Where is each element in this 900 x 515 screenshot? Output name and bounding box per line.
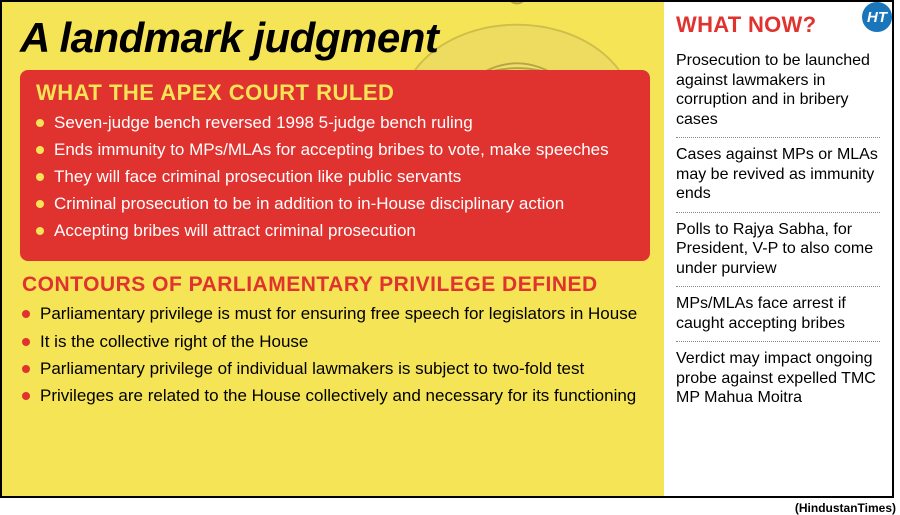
apex-court-ruled-box: WHAT THE APEX COURT RULED Seven-judge be… — [20, 70, 650, 261]
ht-logo-badge: HT — [860, 0, 894, 34]
ruled-item: Ends immunity to MPs/MLAs for accepting … — [36, 139, 634, 161]
ruled-item: They will face criminal prosecution like… — [36, 166, 634, 188]
main-column: A landmark judgment WHAT THE APEX COURT … — [2, 2, 664, 496]
contours-item: Parliamentary privilege of individual la… — [22, 358, 648, 380]
what-now-item: Cases against MPs or MLAs may be revived… — [676, 138, 880, 213]
contours-item: It is the collective right of the House — [22, 331, 648, 353]
what-now-item: Prosecution to be launched against lawma… — [676, 44, 880, 138]
infographic-frame: HT A landmark judgment WHAT THE APEX COU… — [0, 0, 894, 498]
what-now-sidebar: WHAT NOW? Prosecution to be launched aga… — [664, 2, 892, 496]
what-now-item: Verdict may impact ongoing probe against… — [676, 342, 880, 416]
contours-item: Privileges are related to the House coll… — [22, 385, 648, 407]
ruled-item: Accepting bribes will attract criminal p… — [36, 220, 634, 242]
what-now-title: WHAT NOW? — [676, 12, 880, 38]
what-now-item: Polls to Rajya Sabha, for President, V-P… — [676, 213, 880, 288]
ruled-title: WHAT THE APEX COURT RULED — [36, 80, 634, 106]
ruled-item: Seven-judge bench reversed 1998 5-judge … — [36, 112, 634, 134]
contours-item: Parliamentary privilege is must for ensu… — [22, 303, 648, 325]
source-credit: (HindustanTimes) — [795, 501, 896, 515]
ruled-list: Seven-judge bench reversed 1998 5-judge … — [36, 112, 634, 242]
contours-section: CONTOURS OF PARLIAMENTARY PRIVILEGE DEFI… — [20, 271, 650, 406]
headline: A landmark judgment — [20, 14, 650, 62]
ruled-item: Criminal prosecution to be in addition t… — [36, 193, 634, 215]
what-now-item: MPs/MLAs face arrest if caught accepting… — [676, 287, 880, 342]
contours-list: Parliamentary privilege is must for ensu… — [22, 303, 648, 406]
contours-title: CONTOURS OF PARLIAMENTARY PRIVILEGE DEFI… — [22, 273, 648, 297]
